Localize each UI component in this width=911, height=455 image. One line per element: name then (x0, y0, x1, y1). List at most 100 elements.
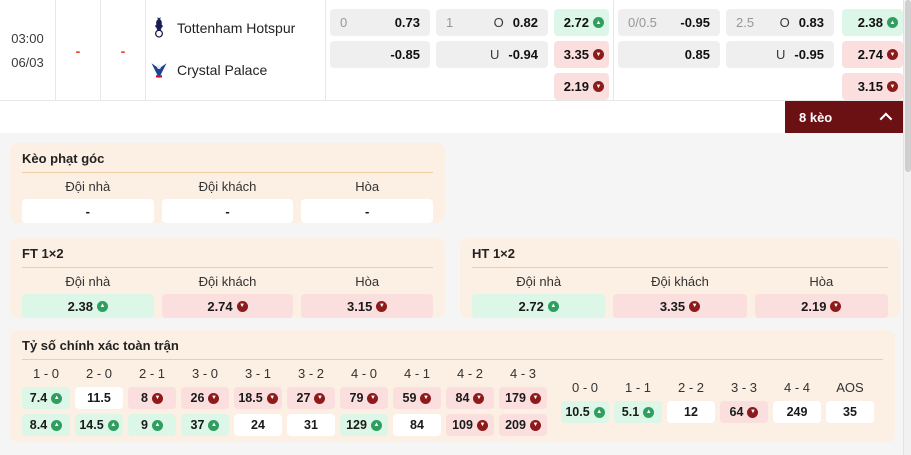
score-odds-away[interactable]: 37 (181, 414, 229, 436)
divider (22, 359, 883, 360)
corner-header-draw: Hòa (355, 179, 380, 194)
corner-panel-title: Kèo phạt góc (22, 151, 105, 166)
score-odds-home[interactable]: 26 (181, 387, 229, 409)
score-odds-home[interactable]: 84 (446, 387, 494, 409)
score-odds-draw[interactable]: 10.5 (561, 401, 609, 423)
score-label: 4 - 0 (350, 366, 377, 381)
corner-odds-draw[interactable]: - (301, 199, 434, 223)
ht-under-cell[interactable]: U -0.94 (436, 41, 548, 68)
ft-over-cell[interactable]: 2.5 O 0.83 (726, 9, 834, 36)
score-odds-home[interactable]: 18.5 (234, 387, 282, 409)
ft-odds-away[interactable]: 2.74 (161, 294, 294, 318)
ft-panel-title: FT 1×2 (22, 246, 64, 261)
score-odds-away[interactable]: 14.5 (75, 414, 123, 436)
ht-1x2-panel: HT 1×2 Đội nhà Đội khách Hòa 2.72 3.35 2… (460, 238, 900, 318)
ht-odds-away[interactable]: 3.35 (613, 294, 747, 318)
scrollbar-thumb[interactable] (905, 0, 911, 172)
ht-ou-line: 1 (446, 15, 454, 30)
ht-handicap-line: 0 (340, 15, 348, 30)
ft-handicap-home-cell[interactable]: 0/0.5 -0.95 (618, 9, 720, 36)
ft-handicap-home-odds: -0.95 (680, 15, 710, 30)
ht-1x2-draw-cell[interactable]: 2.19 (554, 73, 609, 100)
ht-odds-draw[interactable]: 2.19 (754, 294, 888, 318)
match-time: 03:00 06/03 (0, 0, 55, 101)
score-odds-home[interactable]: 59 (393, 387, 441, 409)
score-odds-away[interactable]: 8.4 (22, 414, 70, 436)
score-label: 4 - 1 (403, 366, 430, 381)
score-odds-draw[interactable]: 249 (773, 401, 821, 423)
ft-handicap-away-cell[interactable]: 0.85 (618, 41, 720, 68)
score-column: 1 - 1 5.1 (614, 380, 662, 436)
chevron-up-icon (879, 112, 893, 125)
vertical-scrollbar[interactable] (903, 0, 911, 455)
score-odds-home[interactable]: 179 (499, 387, 547, 409)
score-column: 2 - 1 8 9 (128, 366, 176, 436)
ht-1x2-home-cell[interactable]: 2.72 (554, 9, 609, 36)
score-column: AOS 35 (826, 380, 874, 436)
score-odds-away[interactable]: 24 (234, 414, 282, 436)
ft-1x2-panel: FT 1×2 Đội nhà Đội khách Hòa 2.38 2.74 3… (10, 238, 445, 318)
match-row: 03:00 06/03 - - Tottenham (0, 0, 903, 101)
away-team-name: Crystal Palace (177, 62, 268, 78)
kickoff-date: 06/03 (11, 55, 44, 70)
score-column: 4 - 4 249 (773, 380, 821, 436)
score-label: 1 - 0 (32, 366, 59, 381)
odds-count-toggle-button[interactable]: 8 kèo (785, 101, 903, 133)
score-odds-away[interactable]: 84 (393, 414, 441, 436)
score-odds-away[interactable]: 129 (340, 414, 388, 436)
score-odds-draw[interactable]: 5.1 (614, 401, 662, 423)
ht-header-home: Đội nhà (516, 274, 562, 289)
score-label: 3 - 2 (297, 366, 324, 381)
over-label: O (493, 15, 504, 30)
ft-1x2-draw-cell[interactable]: 3.15 (842, 73, 903, 100)
ht-over-cell[interactable]: 1 O 0.82 (436, 9, 548, 36)
score-odds-away[interactable]: 31 (287, 414, 335, 436)
divider (472, 267, 888, 268)
score-column: 1 - 0 7.4 8.4 (22, 366, 70, 436)
score-label: AOS (836, 380, 864, 395)
ft-odds-home[interactable]: 2.38 (22, 294, 154, 318)
score-odds-draw[interactable]: 35 (826, 401, 874, 423)
score-odds-home[interactable]: 7.4 (22, 387, 70, 409)
ht-odds-home[interactable]: 2.72 (472, 294, 606, 318)
ft-header-home: Đội nhà (65, 274, 111, 289)
ht-under-odds: -0.94 (508, 47, 538, 62)
corner-header-away: Đội khách (198, 179, 257, 194)
score-odds-away[interactable]: 109 (446, 414, 494, 436)
ht-header-away: Đội khách (651, 274, 709, 289)
home-team-row[interactable]: Tottenham Hotspur (150, 16, 330, 40)
score-odds-home[interactable]: 11.5 (75, 387, 123, 409)
under-label: U (489, 47, 500, 62)
ft-1x2-home-cell[interactable]: 2.38 (842, 9, 903, 36)
ht-handicap-home-cell[interactable]: 0 0.73 (330, 9, 430, 36)
score-column: 2 - 2 12 (667, 380, 715, 436)
score-odds-draw[interactable]: 12 (667, 401, 715, 423)
score-column: 3 - 2 27 31 (287, 366, 335, 436)
score-column: 4 - 3 179 209 (499, 366, 547, 436)
ht-over-odds: 0.82 (512, 15, 538, 30)
corner-odds-away[interactable]: - (161, 199, 294, 223)
ft-header-away: Đội khách (198, 274, 257, 289)
ft-1x2-away-cell[interactable]: 2.74 (842, 41, 903, 68)
score-odds-home[interactable]: 8 (128, 387, 176, 409)
score-column: 3 - 0 26 37 (181, 366, 229, 436)
score-main-grid: 1 - 0 7.4 8.4 2 - 0 11.5 14.5 2 - 1 8 9 … (22, 366, 547, 436)
score-label: 0 - 0 (571, 380, 598, 395)
away-team-row[interactable]: Crystal Palace (150, 58, 330, 82)
ht-handicap-home-odds: 0.73 (394, 15, 420, 30)
score-odds-away[interactable]: 209 (499, 414, 547, 436)
score-label: 4 - 2 (456, 366, 483, 381)
score-odds-home[interactable]: 79 (340, 387, 388, 409)
corner-odds-home[interactable]: - (22, 199, 154, 223)
ht-handicap-away-cell[interactable]: -0.85 (330, 41, 430, 68)
ft-under-cell[interactable]: U -0.95 (726, 41, 834, 68)
score-odds-away[interactable]: 9 (128, 414, 176, 436)
ft-over-odds: 0.83 (798, 15, 824, 30)
score-odds-draw[interactable]: 64 (720, 401, 768, 423)
ht-1x2-away-cell[interactable]: 3.35 (554, 41, 609, 68)
score-label: 4 - 3 (509, 366, 536, 381)
score-odds-home[interactable]: 27 (287, 387, 335, 409)
ft-odds-draw[interactable]: 3.15 (301, 294, 434, 318)
corner-header-home: Đội nhà (65, 179, 111, 194)
